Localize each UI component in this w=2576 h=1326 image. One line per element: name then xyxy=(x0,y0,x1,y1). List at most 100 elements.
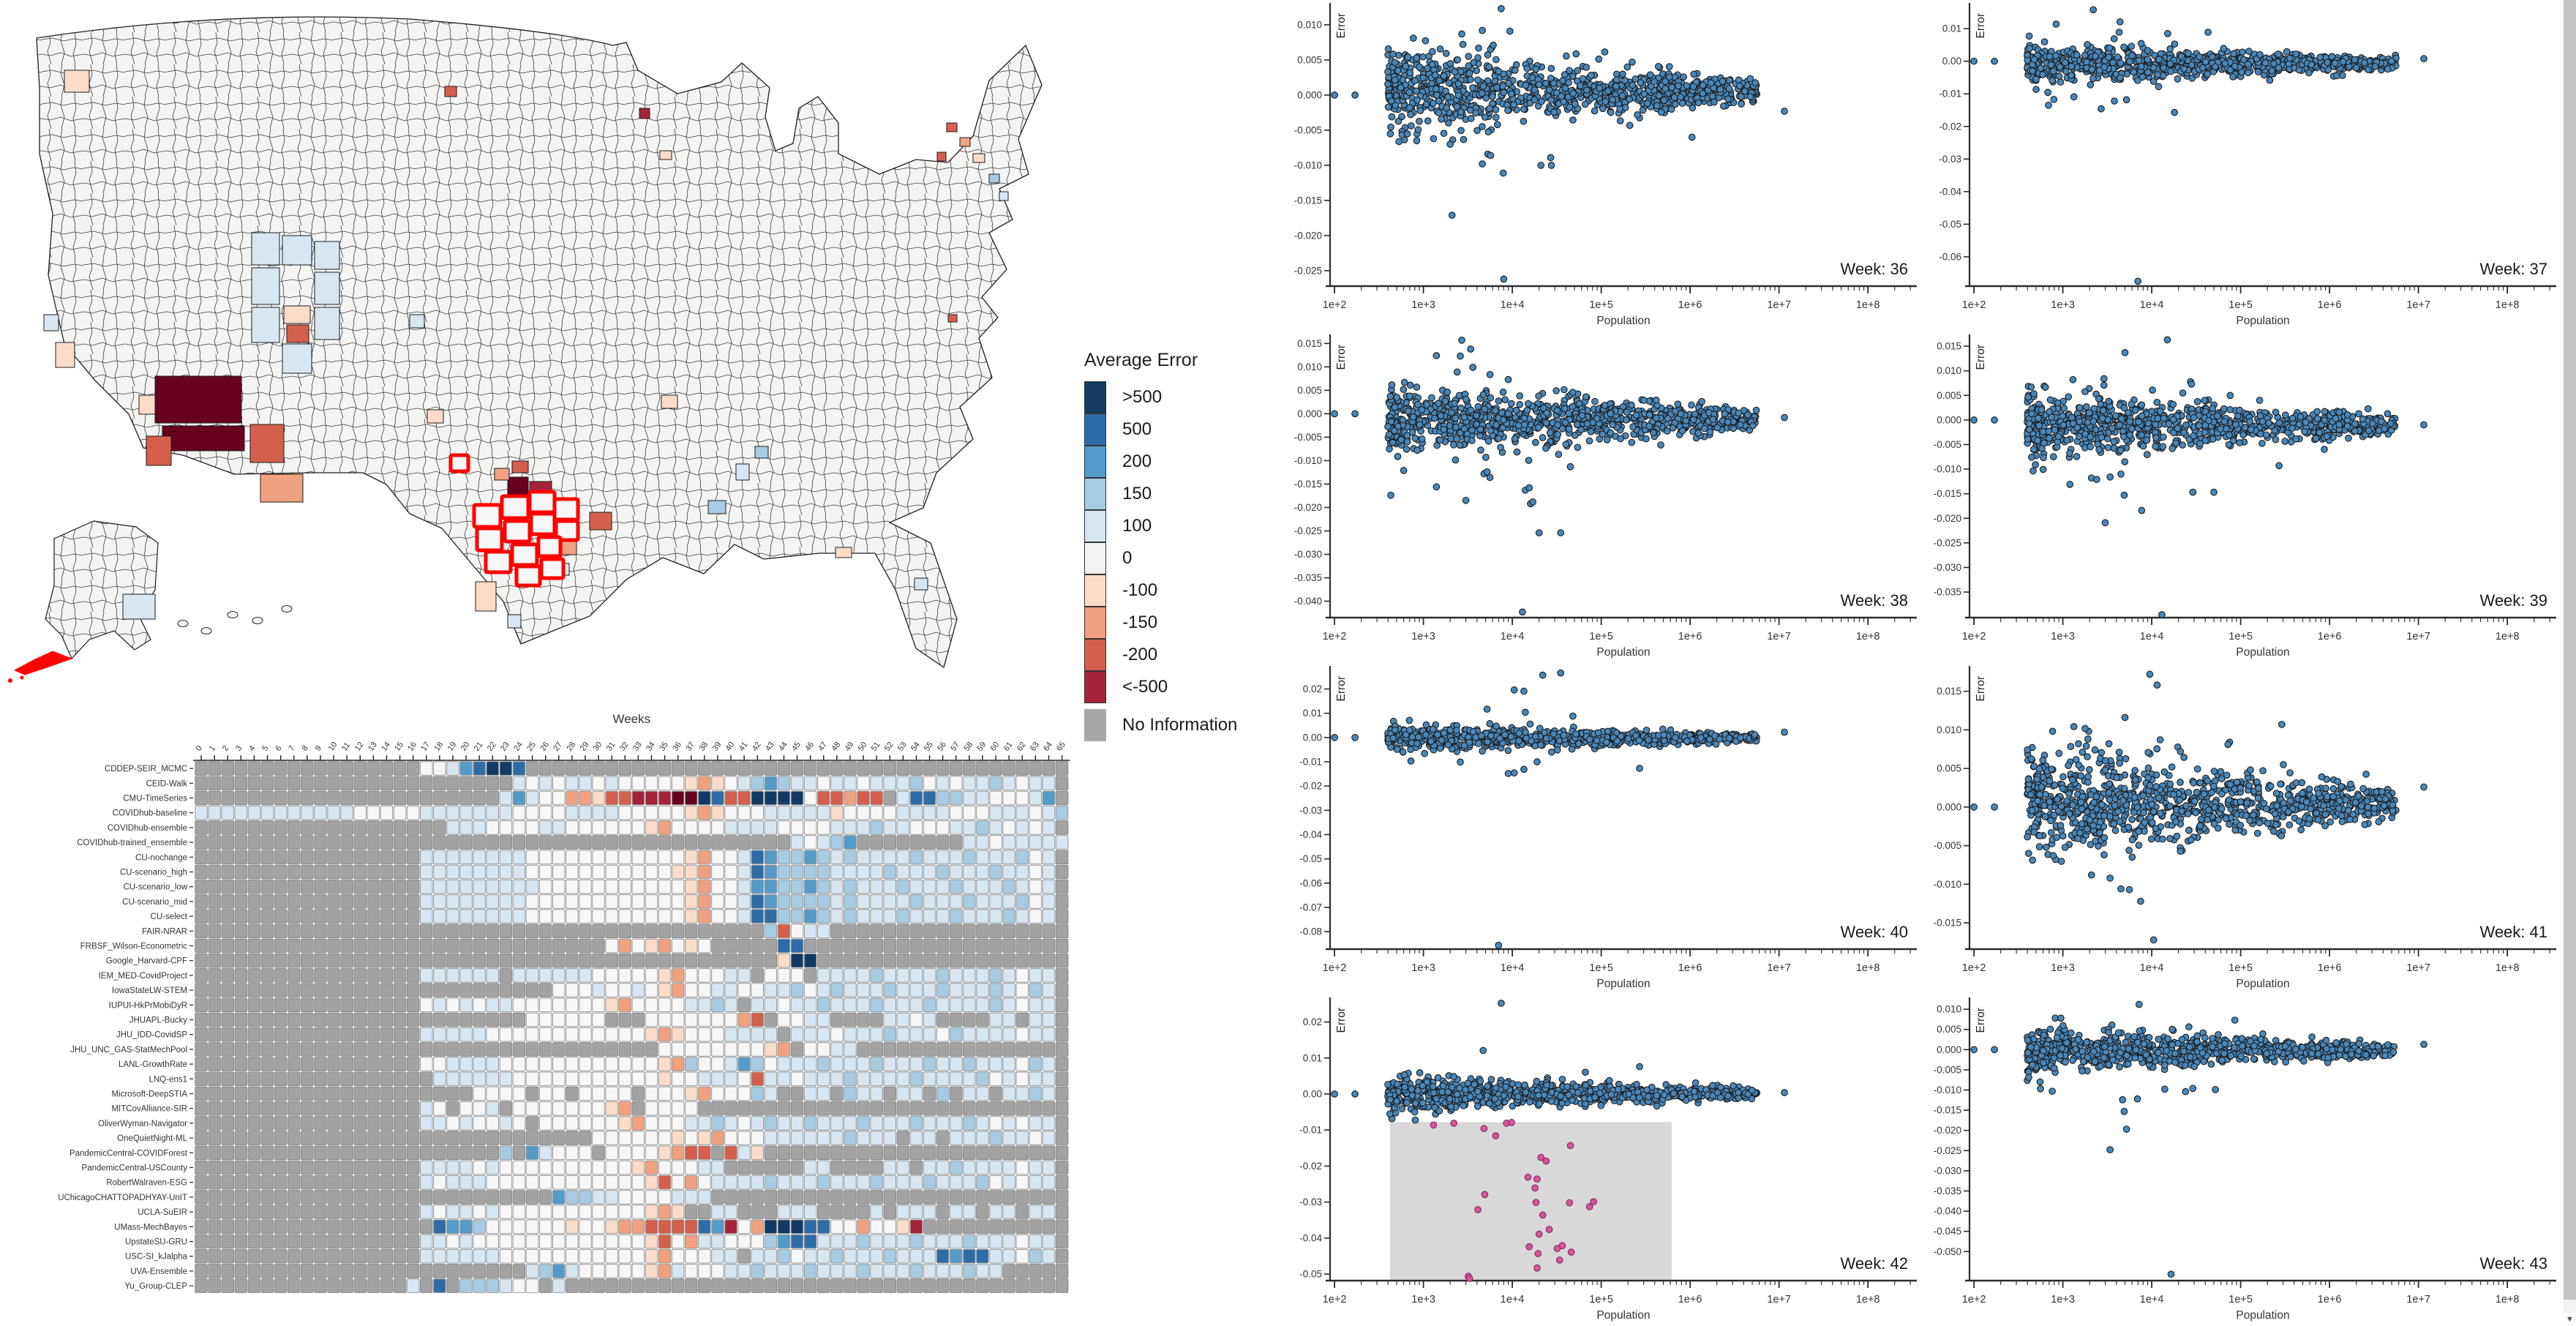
heatmap-cell[interactable] xyxy=(288,1057,301,1071)
heatmap-cell[interactable] xyxy=(909,1175,923,1190)
heatmap-cell[interactable] xyxy=(538,1131,552,1145)
heatmap-cell[interactable] xyxy=(353,776,367,791)
heatmap-cell[interactable] xyxy=(1055,1101,1069,1116)
heatmap-cell[interactable] xyxy=(909,938,923,954)
heatmap-cell[interactable] xyxy=(724,1012,737,1027)
heatmap-cell[interactable] xyxy=(844,1071,857,1087)
heatmap-cell[interactable] xyxy=(737,1042,751,1057)
heatmap-cell[interactable] xyxy=(380,1278,394,1293)
heatmap-cell[interactable] xyxy=(314,1205,327,1219)
heatmap-cell[interactable] xyxy=(857,1264,870,1278)
heatmap-cell[interactable] xyxy=(976,879,989,894)
heatmap-cell[interactable] xyxy=(459,953,473,968)
heatmap-cell[interactable] xyxy=(473,1278,486,1293)
heatmap-cell[interactable] xyxy=(857,953,870,968)
heatmap-cell[interactable] xyxy=(353,1248,367,1264)
heatmap-cell[interactable] xyxy=(301,968,314,983)
heatmap-cell[interactable] xyxy=(367,997,380,1013)
heatmap-cell[interactable] xyxy=(671,983,685,997)
heatmap-cell[interactable] xyxy=(221,805,234,820)
heatmap-cell[interactable] xyxy=(525,1086,539,1101)
heatmap-cell[interactable] xyxy=(751,1219,764,1235)
heatmap-cell[interactable] xyxy=(592,968,605,983)
heatmap-cell[interactable] xyxy=(288,761,301,776)
heatmap-cell[interactable] xyxy=(274,1175,288,1190)
heatmap-cell[interactable] xyxy=(605,997,618,1013)
heatmap-cell[interactable] xyxy=(208,864,221,880)
heatmap-cell[interactable] xyxy=(301,1086,314,1101)
heatmap-cell[interactable] xyxy=(764,850,778,865)
heatmap-cell[interactable] xyxy=(631,968,645,983)
heatmap-cell[interactable] xyxy=(790,909,804,924)
heatmap-cell[interactable] xyxy=(936,1131,950,1145)
heatmap-cell[interactable] xyxy=(566,1234,579,1249)
heatmap-cell[interactable] xyxy=(486,1131,499,1145)
heatmap-cell[interactable] xyxy=(446,1264,459,1278)
heatmap-cell[interactable] xyxy=(989,1190,1002,1205)
heatmap-cell[interactable] xyxy=(857,1219,870,1235)
heatmap-cell[interactable] xyxy=(314,1086,327,1101)
heatmap-cell[interactable] xyxy=(698,924,711,939)
heatmap-cell[interactable] xyxy=(566,820,579,835)
heatmap-cell[interactable] xyxy=(963,968,976,983)
heatmap-cell[interactable] xyxy=(288,864,301,880)
heatmap-cell[interactable] xyxy=(950,879,963,894)
heatmap-cell[interactable] xyxy=(896,1264,910,1278)
county-highlight[interactable] xyxy=(947,314,958,323)
map-selected-counties-outline[interactable] xyxy=(448,453,580,588)
heatmap-cell[interactable] xyxy=(989,1057,1002,1071)
heatmap-cell[interactable] xyxy=(950,776,963,791)
heatmap-cell[interactable] xyxy=(777,1160,791,1175)
heatmap-cell[interactable] xyxy=(857,1278,870,1293)
heatmap-cell[interactable] xyxy=(538,1264,552,1278)
heatmap-cell[interactable] xyxy=(711,1205,724,1219)
heatmap-cell[interactable] xyxy=(274,820,288,835)
heatmap-cell[interactable] xyxy=(671,1086,685,1101)
heatmap-cell[interactable] xyxy=(367,1057,380,1071)
heatmap-cell[interactable] xyxy=(645,1160,658,1175)
heatmap-cell[interactable] xyxy=(260,879,274,894)
heatmap-cell[interactable] xyxy=(830,1278,844,1293)
heatmap-cell[interactable] xyxy=(989,997,1002,1013)
heatmap-cell[interactable] xyxy=(923,879,936,894)
heatmap-cell[interactable] xyxy=(950,1190,963,1205)
heatmap-cell[interactable] xyxy=(459,1248,473,1264)
heatmap-cell[interactable] xyxy=(260,1234,274,1249)
heatmap-cell[interactable] xyxy=(208,835,221,850)
heatmap-cell[interactable] xyxy=(751,1160,764,1175)
heatmap-cell[interactable] xyxy=(737,894,751,909)
heatmap-cell[interactable] xyxy=(380,983,394,997)
heatmap-cell[interactable] xyxy=(737,835,751,850)
heatmap-cell[interactable] xyxy=(830,953,844,968)
heatmap-cell[interactable] xyxy=(380,1205,394,1219)
heatmap-cell[interactable] xyxy=(288,968,301,983)
heatmap-cell[interactable] xyxy=(618,1205,631,1219)
heatmap-cell[interactable] xyxy=(909,776,923,791)
heatmap-cell[interactable] xyxy=(896,1057,910,1071)
heatmap-cell[interactable] xyxy=(538,894,552,909)
heatmap-cell[interactable] xyxy=(274,1234,288,1249)
heatmap-cell[interactable] xyxy=(857,938,870,954)
heatmap-cell[interactable] xyxy=(790,776,804,791)
heatmap-cell[interactable] xyxy=(618,894,631,909)
heatmap-cell[interactable] xyxy=(950,820,963,835)
heatmap-cell[interactable] xyxy=(936,1086,950,1101)
heatmap-cell[interactable] xyxy=(671,820,685,835)
heatmap-cell[interactable] xyxy=(353,953,367,968)
heatmap-cell[interactable] xyxy=(552,1264,566,1278)
heatmap-cell[interactable] xyxy=(698,983,711,997)
heatmap-cell[interactable] xyxy=(367,1101,380,1116)
heatmap-cell[interactable] xyxy=(380,1234,394,1249)
heatmap-cell[interactable] xyxy=(1002,1205,1015,1219)
heatmap-cell[interactable] xyxy=(950,1012,963,1027)
heatmap-cell[interactable] xyxy=(301,1190,314,1205)
heatmap-cell[interactable] xyxy=(844,1057,857,1071)
heatmap-cell[interactable] xyxy=(195,1145,208,1161)
heatmap-cell[interactable] xyxy=(1055,1219,1069,1235)
heatmap-cell[interactable] xyxy=(486,1042,499,1057)
heatmap-cell[interactable] xyxy=(909,968,923,983)
heatmap-cell[interactable] xyxy=(393,1234,407,1249)
heatmap-cell[interactable] xyxy=(512,835,526,850)
heatmap-cell[interactable] xyxy=(260,790,274,806)
heatmap-cell[interactable] xyxy=(883,1205,896,1219)
